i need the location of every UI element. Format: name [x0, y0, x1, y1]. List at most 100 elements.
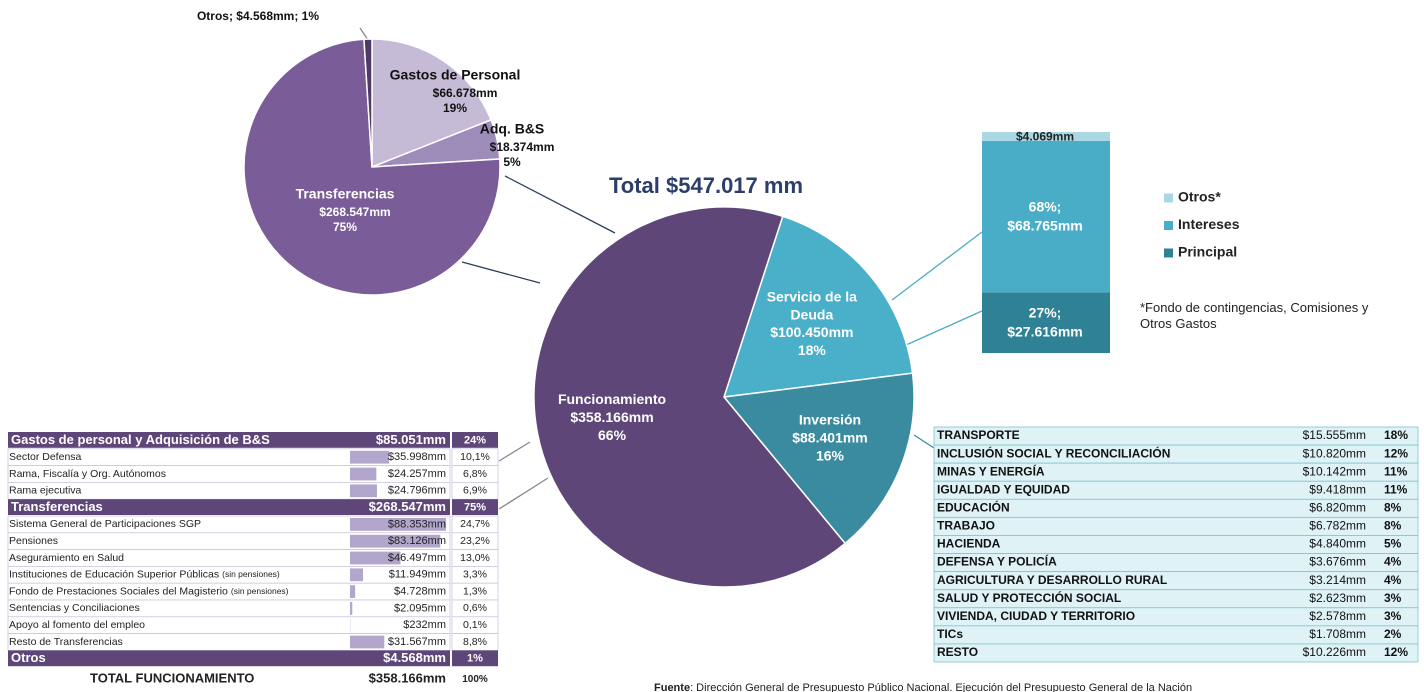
segment-label: $27.616mm: [1007, 323, 1083, 339]
row-label: Sector Defensa: [9, 451, 82, 463]
main-title: Total $547.017 mm: [609, 173, 803, 198]
row-amount: $6.782mm: [1309, 519, 1366, 533]
slice-category: Servicio de la Deuda: [767, 288, 857, 322]
row-percent: 2%: [1384, 627, 1402, 641]
row-label: MINAS Y ENERGÍA: [937, 463, 1045, 478]
amount-bar: [350, 585, 356, 598]
row-label: HACIENDA: [937, 537, 1001, 551]
row-label: DEFENSA Y POLICÍA: [937, 554, 1057, 569]
connector: [461, 261, 541, 284]
slice-category: Otros; $4.568mm; 1%: [197, 9, 319, 23]
row-label: Sentencias y Conciliaciones: [9, 602, 140, 614]
section-row: [8, 650, 450, 667]
row-label: AGRICULTURA Y DESARROLLO RURAL: [937, 573, 1167, 587]
row-percent: 3,3%: [463, 569, 487, 581]
row-label: Resto de Transferencias: [9, 636, 123, 648]
row-percent: 12%: [1384, 446, 1408, 460]
legend-swatch: [1164, 221, 1173, 230]
row-amount: $232mm: [403, 619, 446, 631]
section-percent-cell: [452, 432, 498, 448]
source-text: : Dirección General de Presupuesto Públi…: [690, 682, 1192, 692]
section-amount: $268.547mm: [369, 499, 446, 514]
percent-cell: [451, 482, 499, 500]
amount-bar: [350, 534, 441, 548]
connector: [498, 441, 531, 462]
row-percent: 5%: [1384, 537, 1402, 551]
total-percent: 100%: [462, 674, 488, 685]
row-percent: 11%: [1384, 482, 1408, 496]
row-percent: 13,0%: [460, 552, 490, 564]
row-amount: $2.095mm: [394, 602, 446, 614]
section-label: Gastos de personal y Adquisición de B&S: [11, 432, 270, 447]
connector: [905, 310, 983, 346]
bar-segment: [982, 140, 1110, 293]
row-amount: $10.820mm: [1303, 446, 1366, 460]
slice-amount: $66.678mm: [433, 86, 498, 100]
pie-slice: [533, 206, 847, 588]
pie-slice: [363, 38, 373, 168]
row-percent: 18%: [1384, 428, 1408, 442]
connectors: [359, 27, 983, 510]
slice-amount: $18.374mm: [490, 140, 555, 154]
row-label: Aseguramiento en Salud: [9, 552, 124, 564]
pie-slice: [243, 38, 501, 296]
bar-segment: [982, 292, 1110, 353]
row-amount: $46.497mm: [388, 552, 446, 564]
row-label: Fondo de Prestaciones Sociales del Magis…: [9, 585, 228, 597]
section-label: Transferencias: [11, 499, 103, 514]
row-amount: $24.257mm: [388, 468, 446, 480]
slice-category: Adq. B&S: [480, 121, 545, 137]
row-percent: 4%: [1384, 555, 1402, 569]
row-label: INCLUSIÓN SOCIAL Y RECONCILIACIÓN: [937, 445, 1170, 460]
row-label: EDUCACIÓN: [937, 500, 1010, 515]
row-label: Rama, Fiscalía y Org. Autónomos: [9, 468, 166, 480]
row-note: (sin pensiones): [231, 586, 289, 596]
section-row: [8, 499, 450, 515]
slice-amount: $88.401mm: [792, 430, 868, 446]
pie-slice: [722, 372, 915, 545]
row-percent: 24,7%: [460, 518, 490, 530]
row-amount: $31.567mm: [388, 636, 446, 648]
section-percent: 75%: [464, 502, 486, 514]
section-percent: 24%: [464, 434, 486, 446]
row-percent: 4%: [1384, 573, 1402, 587]
slice-category: Funcionamiento: [558, 391, 666, 407]
row-label: VIVIENDA, CIUDAD Y TERRITORIO: [937, 609, 1135, 623]
amount-bar: [350, 467, 377, 481]
legend-label: Intereses: [1178, 216, 1240, 232]
row-percent: 12%: [1384, 645, 1408, 659]
row-label: RESTO: [937, 645, 978, 659]
row-label: Rama ejecutiva: [9, 485, 82, 497]
connector: [913, 434, 935, 449]
segment-percent: 27%;: [1029, 304, 1062, 320]
slice-amount: $358.166mm: [570, 409, 653, 425]
section-percent-cell: [452, 650, 498, 667]
row-amount: $2.623mm: [1309, 591, 1366, 605]
row-amount: $3.214mm: [1309, 573, 1366, 587]
row-amount: $4.840mm: [1309, 537, 1366, 551]
row-percent: 0,1%: [463, 619, 487, 631]
amount-bar: [350, 484, 377, 498]
legend-swatch: [1164, 193, 1173, 203]
slice-percent: 18%: [798, 342, 827, 358]
row-label: TRANSPORTE: [937, 428, 1020, 442]
total-label: TOTAL FUNCIONAMIENTO: [90, 671, 254, 686]
row-percent: 3%: [1384, 591, 1402, 605]
row-amount: $6.820mm: [1309, 501, 1366, 515]
pie-slice: [722, 215, 914, 398]
section-percent: 1%: [467, 653, 483, 665]
row-amount: $35.998mm: [388, 451, 446, 463]
connector: [504, 175, 616, 234]
row-amount: $4.728mm: [394, 586, 446, 598]
slice-category: Gastos de Personal: [390, 67, 521, 83]
section-amount: $4.568mm: [383, 650, 446, 665]
slice-percent: 19%: [443, 101, 467, 115]
segment-label: $68.765mm: [1007, 217, 1083, 233]
row-amount: $10.226mm: [1303, 645, 1366, 659]
row-percent: 1,3%: [463, 585, 487, 597]
row-amount: $15.555mm: [1303, 428, 1366, 442]
row-amount: $2.578mm: [1309, 609, 1366, 623]
connector: [891, 231, 983, 301]
